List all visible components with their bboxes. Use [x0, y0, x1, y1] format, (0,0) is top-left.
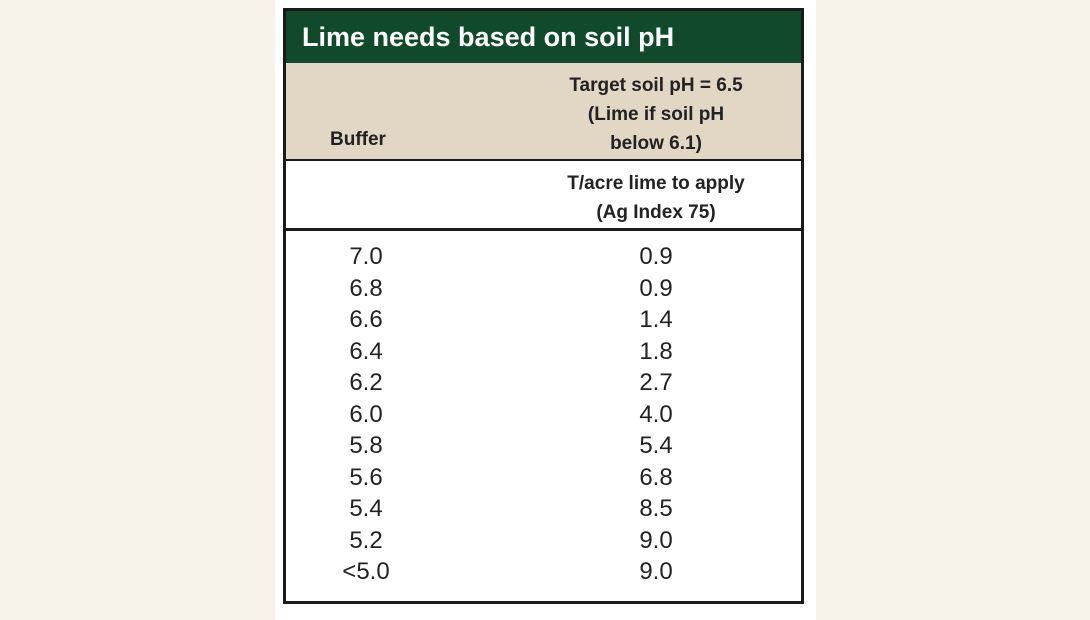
table-row: 5.2 9.0 [286, 525, 801, 557]
unit-header-line: T/acre lime to apply [567, 173, 745, 194]
target-header-line: (Lime if soil pH [587, 104, 725, 125]
buffer-cell: 7.0 [349, 243, 383, 270]
lime-cell: 2.7 [639, 369, 673, 396]
target-column-header: Target soil pH = 6.5 (Lime if soil pH be… [506, 71, 806, 158]
target-header-line: Target soil pH = 6.5 [569, 75, 743, 96]
lime-table: Lime needs based on soil pH Buffer Targe… [283, 8, 804, 604]
table-row: 7.0 0.9 [286, 241, 801, 273]
lime-cell: 1.8 [639, 337, 673, 365]
table-title: Lime needs based on soil pH [286, 11, 801, 63]
buffer-cell: 5.8 [349, 432, 383, 459]
buffer-column-header: Buffer [330, 129, 386, 150]
table-row: <5.0 9.0 [286, 556, 801, 588]
buffer-cell: 6.6 [349, 306, 383, 333]
lime-cell: 9.0 [639, 558, 673, 585]
header-row-target: Buffer Target soil pH = 6.5 (Lime if soi… [286, 63, 801, 161]
lime-cell: 5.4 [639, 432, 673, 459]
lime-cell: 4.0 [639, 400, 673, 428]
table-body: 7.0 0.9 6.8 0.9 6.6 1.4 6.4 1.8 6.2 2.7 … [286, 231, 801, 588]
target-header-line: below 6.1) [610, 133, 702, 154]
lime-cell: 6.8 [639, 463, 673, 491]
lime-cell: 0.9 [639, 243, 673, 270]
table-row: 6.0 4.0 [286, 399, 801, 431]
buffer-cell: 6.0 [349, 400, 383, 428]
table-row: 5.8 5.4 [286, 430, 801, 462]
header-row-unit: T/acre lime to apply (Ag Index 75) [286, 161, 801, 231]
lime-cell: 8.5 [639, 495, 673, 522]
buffer-cell: 5.6 [349, 463, 383, 491]
table-row: 5.4 8.5 [286, 493, 801, 525]
lime-cell: 1.4 [639, 306, 673, 333]
lime-cell: 9.0 [639, 526, 673, 554]
buffer-cell: 6.8 [349, 274, 383, 302]
buffer-cell: 6.4 [349, 337, 383, 365]
table-row: 6.2 2.7 [286, 367, 801, 399]
buffer-cell: 5.4 [349, 495, 383, 522]
buffer-cell: 5.2 [349, 526, 383, 554]
lime-cell: 0.9 [639, 274, 673, 302]
table-row: 6.8 0.9 [286, 273, 801, 305]
table-row: 5.6 6.8 [286, 462, 801, 494]
table-row: 6.4 1.8 [286, 336, 801, 368]
table-row: 6.6 1.4 [286, 304, 801, 336]
buffer-cell: 6.2 [349, 369, 383, 396]
buffer-cell: <5.0 [342, 558, 390, 585]
unit-header-line: (Ag Index 75) [596, 202, 716, 223]
unit-column-header: T/acre lime to apply (Ag Index 75) [506, 169, 806, 227]
